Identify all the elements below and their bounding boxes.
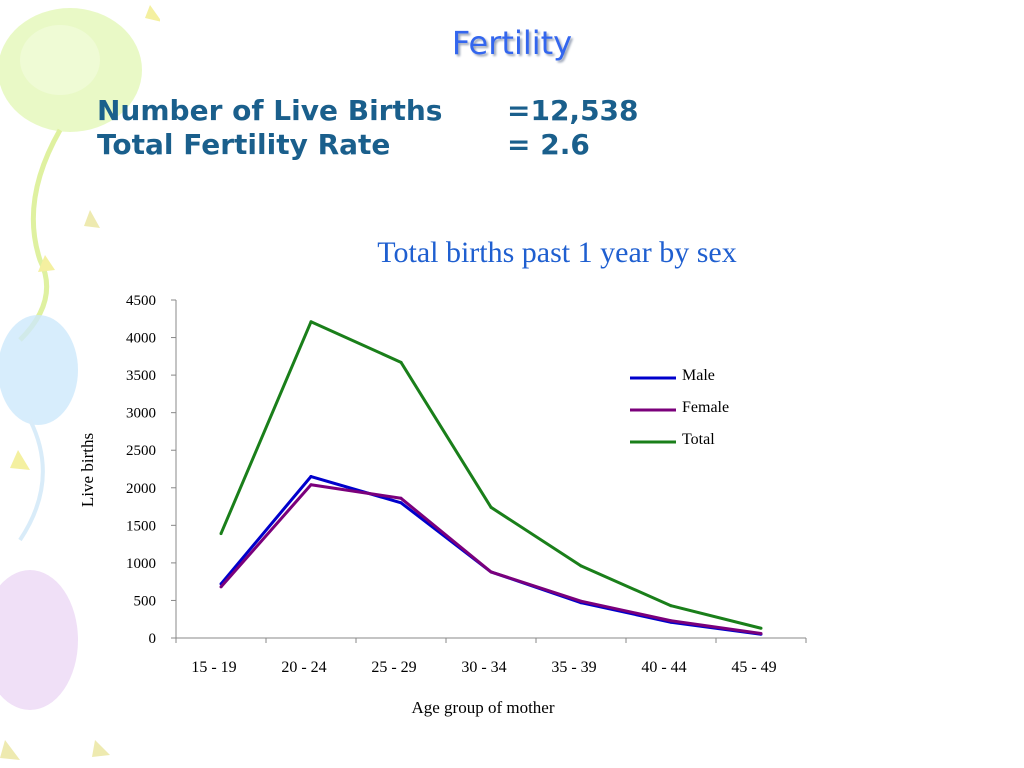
stat-fertility-rate-value: = 2.6 bbox=[507, 128, 590, 161]
decorative-balloons bbox=[0, 5, 160, 760]
y-axis-title: Live births bbox=[78, 433, 97, 507]
data-point-female bbox=[399, 496, 403, 500]
data-point-total bbox=[309, 320, 313, 324]
x-tick-label: 40 - 44 bbox=[641, 659, 686, 676]
x-axis-title: Age group of mother bbox=[411, 698, 554, 717]
legend-label-male: Male bbox=[682, 367, 715, 384]
data-point-female bbox=[579, 599, 583, 603]
data-point-female bbox=[489, 570, 493, 574]
y-tick-label: 2000 bbox=[126, 481, 156, 497]
y-tick-label: 2500 bbox=[126, 443, 156, 459]
x-tick-label: 30 - 34 bbox=[461, 659, 506, 676]
y-tick-label: 500 bbox=[134, 593, 157, 609]
data-point-male bbox=[399, 501, 403, 505]
legend-label-female: Female bbox=[682, 399, 729, 416]
y-tick-label: 1500 bbox=[126, 518, 156, 534]
y-tick-label: 1000 bbox=[126, 556, 156, 572]
data-point-female bbox=[759, 631, 763, 635]
data-point-total bbox=[669, 604, 673, 608]
data-point-male bbox=[309, 475, 313, 479]
stat-live-births: Number of Live Births =12,538 bbox=[97, 94, 639, 127]
series-line-male bbox=[219, 475, 762, 636]
stat-live-births-value: =12,538 bbox=[507, 94, 639, 127]
x-tick-label: 15 - 19 bbox=[191, 659, 236, 676]
x-tick-label: 20 - 24 bbox=[281, 659, 326, 676]
data-point-total bbox=[219, 532, 223, 536]
data-point-female bbox=[219, 585, 223, 589]
y-tick-label: 3500 bbox=[126, 368, 156, 384]
x-tick-label: 25 - 29 bbox=[371, 659, 416, 676]
y-tick-label: 0 bbox=[149, 631, 157, 647]
stat-fertility-rate-label: Total Fertility Rate bbox=[97, 128, 391, 161]
y-tick-label: 4500 bbox=[126, 293, 156, 309]
data-point-total bbox=[759, 626, 763, 630]
series-line-total bbox=[219, 320, 762, 630]
data-point-total bbox=[489, 505, 493, 509]
slide-title: Fertility bbox=[451, 24, 573, 62]
data-point-female bbox=[669, 619, 673, 623]
x-tick-label: 35 - 39 bbox=[551, 659, 596, 676]
stat-live-births-label: Number of Live Births bbox=[97, 94, 443, 127]
data-point-female bbox=[309, 483, 313, 487]
data-point-total bbox=[579, 564, 583, 568]
legend-label-total: Total bbox=[682, 431, 715, 448]
stat-fertility-rate: Total Fertility Rate = 2.6 bbox=[97, 128, 590, 161]
chart-title: Total births past 1 year by sex bbox=[377, 236, 737, 269]
y-tick-label: 4000 bbox=[126, 331, 156, 347]
x-tick-label: 45 - 49 bbox=[731, 659, 776, 676]
y-tick-label: 3000 bbox=[126, 406, 156, 422]
data-point-total bbox=[399, 360, 403, 364]
